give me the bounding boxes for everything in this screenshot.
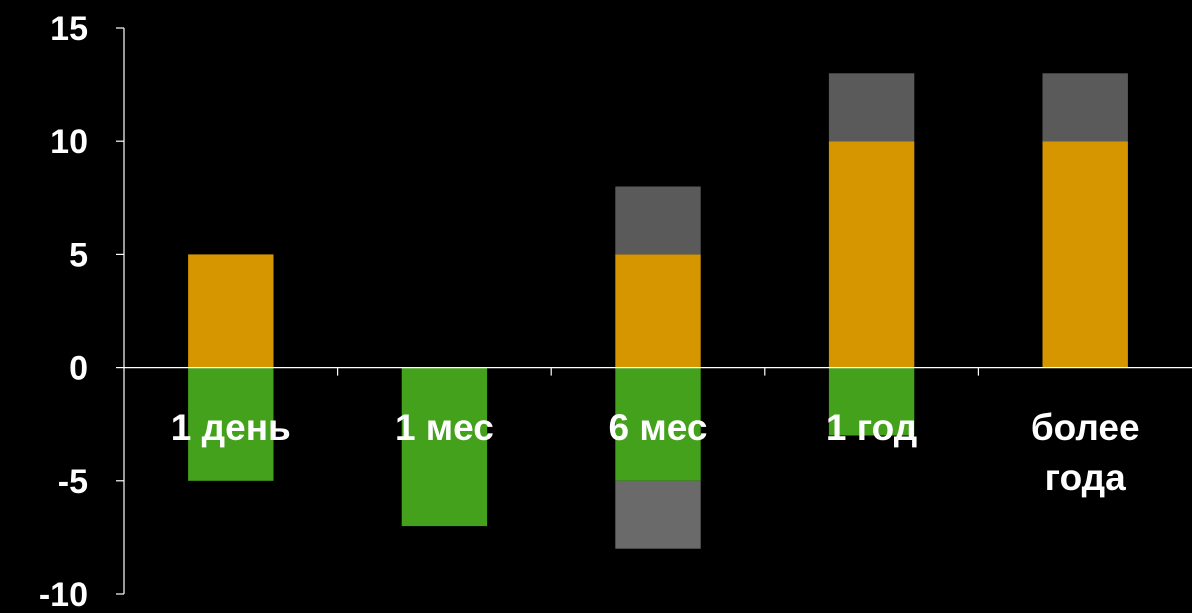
bars-group [188, 73, 1128, 549]
labels-group: -10 -5 0 5 10 15 1 день 1 мес 6 мес 1 год более год… [39, 10, 1140, 613]
y-tick-label: 5 [69, 236, 88, 274]
bar-segment-s0-c4 [1042, 141, 1128, 368]
x-category-label: 6 мес [609, 407, 708, 448]
bar-segment-s3-c2 [615, 480, 701, 549]
y-tick-label: 15 [50, 10, 88, 48]
bar-segment-s2-c2 [615, 367, 701, 481]
bar-segment-s2-c3 [828, 367, 915, 436]
y-tick-label: 10 [50, 123, 88, 161]
bar-segment-s1-c2 [615, 186, 701, 255]
y-tick-label: 0 [69, 350, 88, 388]
bar-segment-s0-c0 [188, 254, 274, 368]
axes-group [116, 27, 1192, 595]
y-tick-label: -10 [39, 576, 88, 613]
x-category-label: 1 день [171, 407, 291, 448]
y-tick-label: -5 [58, 463, 88, 501]
bar-segment-s2-c0 [188, 367, 274, 481]
bar-segment-s2-c1 [401, 367, 488, 527]
bar-segment-s1-c4 [1042, 73, 1128, 142]
x-category-label: 1 год [826, 407, 917, 448]
bar-segment-s0-c3 [828, 141, 915, 368]
x-category-label: 1 мес [395, 407, 494, 448]
bar-segment-s1-c3 [828, 73, 915, 142]
bar-segment-s0-c2 [615, 254, 701, 368]
x-category-label: более года [1031, 407, 1140, 498]
